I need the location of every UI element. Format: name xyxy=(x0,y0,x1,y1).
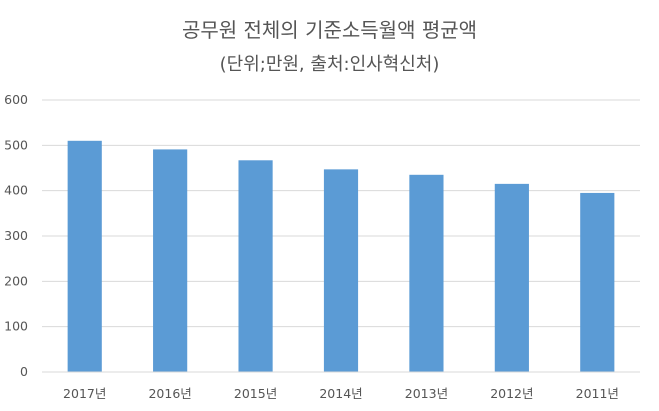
bar-2012년 xyxy=(494,183,529,372)
x-tick-label: 2015년 xyxy=(234,386,277,401)
x-tick-label: 2016년 xyxy=(148,386,191,401)
bar-2015년 xyxy=(238,160,273,372)
y-tick-label: 100 xyxy=(4,319,28,334)
y-tick-label: 500 xyxy=(4,137,28,152)
x-tick-label: 2011년 xyxy=(576,386,619,401)
x-tick-label: 2013년 xyxy=(405,386,448,401)
bar-2011년 xyxy=(580,192,615,372)
x-tick-label: 2014년 xyxy=(319,386,362,401)
bar-2017년 xyxy=(67,140,102,372)
y-tick-label: 300 xyxy=(4,228,28,243)
bar-2016년 xyxy=(153,149,188,372)
bar-2013년 xyxy=(409,174,444,372)
y-tick-label: 0 xyxy=(20,364,28,379)
y-tick-label: 400 xyxy=(4,183,28,198)
y-tick-label: 200 xyxy=(4,273,28,288)
bar-2014년 xyxy=(323,169,359,372)
x-tick-label: 2017년 xyxy=(63,386,106,401)
y-tick-label: 600 xyxy=(4,92,28,107)
x-tick-label: 2012년 xyxy=(490,386,533,401)
chart-title: 공무원 전체의 기준소득월액 평균액 xyxy=(181,18,478,42)
chart-subtitle: (단위;만원, 출처:인사혁신처) xyxy=(219,54,440,75)
